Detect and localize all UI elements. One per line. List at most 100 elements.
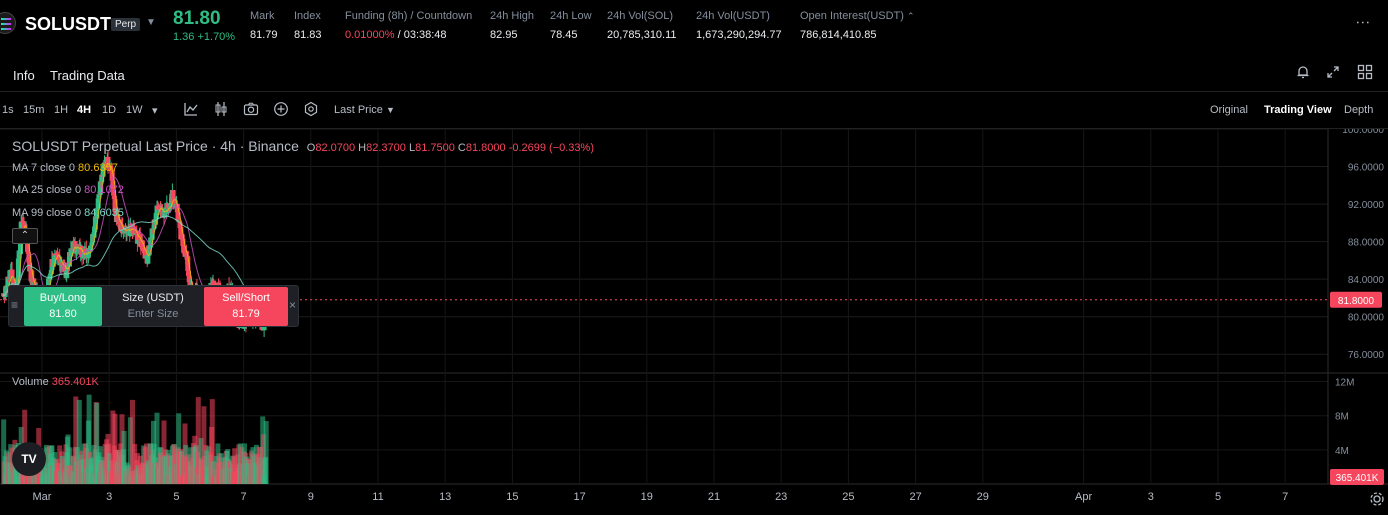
candle-body <box>177 222 183 227</box>
candle-body <box>109 169 114 171</box>
chart-legend-title: SOLUSDT Perpetual Last Price · 4h · Bina… <box>12 138 594 154</box>
date-tick-label: 9 <box>308 491 314 503</box>
stat-open-interest-label: Open Interest(USDT) ⌃ <box>800 10 915 22</box>
ma25-label: MA 25 close 0 <box>12 184 82 196</box>
interval-15m[interactable]: 15m <box>23 104 45 116</box>
interval-1h[interactable]: 1H <box>54 104 69 116</box>
chevron-down-icon: ▼ <box>385 105 395 115</box>
candle-body <box>97 181 103 195</box>
ohlc-close: 81.8000 <box>465 142 506 154</box>
candle-type-icon[interactable] <box>213 101 229 117</box>
chart-settings-icon[interactable] <box>1369 491 1385 507</box>
interval-1s[interactable]: 1s <box>2 104 14 116</box>
candle-body <box>185 256 191 272</box>
camera-icon[interactable] <box>243 101 259 117</box>
ma7-value: 80.6357 <box>78 162 118 174</box>
indicator-icon[interactable] <box>183 101 199 117</box>
candle-body <box>91 232 97 238</box>
price-source-select[interactable]: Last Price ▼ <box>334 104 395 116</box>
volume-bar <box>1 419 7 484</box>
settings-gear-icon[interactable] <box>303 101 319 117</box>
ticker-bar: SOLUSDT Perp ▼ 81.80 1.36 +1.70% Mark 81… <box>0 0 1388 52</box>
interval-dropdown-icon[interactable]: ▾ <box>152 105 158 117</box>
price-change: 1.36 +1.70% <box>173 31 236 43</box>
tab-trading-data[interactable]: Trading Data <box>50 68 125 83</box>
size-field[interactable]: Size (USDT) Enter Size <box>104 287 202 326</box>
add-icon[interactable] <box>273 101 289 117</box>
volume-tick-label: 4M <box>1335 446 1349 457</box>
ma25-legend: MA 25 close 0 80.1072 <box>12 184 124 196</box>
volume-bar <box>154 412 160 484</box>
tab-info[interactable]: Info <box>13 68 35 83</box>
candle-body <box>97 194 103 196</box>
buy-long-button[interactable]: Buy/Long 81.80 <box>24 287 102 326</box>
view-trading-view[interactable]: Trading View <box>1264 104 1332 116</box>
candle-body <box>181 246 187 253</box>
candle-body <box>174 203 180 213</box>
candle-body <box>101 164 107 166</box>
candle-body <box>168 203 174 207</box>
drag-handle-icon[interactable]: ≡ <box>11 298 19 312</box>
candle-body <box>15 277 21 284</box>
funding-rate: 0.01000% <box>345 29 395 41</box>
expand-icon[interactable] <box>1326 65 1340 79</box>
candle-body <box>57 256 63 266</box>
candle-body <box>74 245 80 253</box>
symbol-dropdown-icon[interactable]: ▼ <box>146 17 156 28</box>
date-tick-label: 17 <box>573 491 585 503</box>
candle-body <box>3 288 9 294</box>
buy-price: 81.80 <box>49 308 77 320</box>
candle-body <box>64 270 70 279</box>
ohlc-high: 82.3700 <box>366 142 406 154</box>
ma99-value: 84.6035 <box>84 207 124 219</box>
interval-1d[interactable]: 1D <box>102 104 117 116</box>
close-icon[interactable]: × <box>288 298 296 312</box>
current-volume-tag <box>1330 469 1384 485</box>
candle-body <box>153 215 159 220</box>
sell-short-button[interactable]: Sell/Short 81.79 <box>204 287 288 326</box>
layout-grid-icon[interactable] <box>1357 64 1373 80</box>
candle-body <box>145 255 151 264</box>
tradingview-logo-icon[interactable]: TV <box>12 442 46 476</box>
view-depth[interactable]: Depth <box>1344 104 1374 116</box>
ohlc-close-key: C <box>457 142 466 154</box>
stat-funding-label: Funding (8h) / Countdown <box>345 10 473 22</box>
price-chart[interactable]: 100.0000 96.0000 92.0000 88.0000 84.0000 80.0… <box>0 129 1388 515</box>
price-tick-label: 88.0000 <box>1348 238 1385 249</box>
date-tick-label: 27 <box>909 491 921 503</box>
date-tick-label: 13 <box>439 491 451 503</box>
candle-body <box>117 220 123 226</box>
volume-bar <box>209 399 215 484</box>
date-tick-label: Mar <box>33 491 52 503</box>
bell-icon[interactable] <box>1296 65 1310 79</box>
price-tick-label: 96.0000 <box>1348 163 1385 174</box>
candle-body <box>78 246 84 256</box>
stat-mark-label: Mark <box>250 10 275 22</box>
chart-toolbar: 1s 15m 1H 4H 1D 1W ▾ Last Price ▼ Origin… <box>0 93 1388 129</box>
view-original[interactable]: Original <box>1210 104 1248 116</box>
size-input[interactable]: Enter Size <box>127 308 179 320</box>
candle-body <box>88 245 93 252</box>
funding-countdown: / 03:38:48 <box>394 29 447 41</box>
price-tick-label: 84.0000 <box>1348 275 1385 286</box>
collapse-legend-icon[interactable]: ⌃ <box>12 228 38 244</box>
interval-1w[interactable]: 1W <box>126 104 143 116</box>
chart-canvas[interactable]: 100.0000 96.0000 92.0000 88.0000 84.0000 80.0… <box>0 129 1388 515</box>
symbol-name[interactable]: SOLUSDT <box>25 14 112 34</box>
candle-body <box>105 156 111 168</box>
price-tick-label: 76.0000 <box>1348 350 1385 361</box>
candle-body <box>25 242 30 252</box>
more-menu-icon[interactable]: ⋮ <box>1355 15 1372 30</box>
volume-tick-label: 12M <box>1335 378 1354 389</box>
interval-4h[interactable]: 4H <box>77 104 92 116</box>
ma99-label: MA 99 close 0 <box>12 207 82 219</box>
date-tick-label: 25 <box>842 491 854 503</box>
candle-body <box>28 269 34 282</box>
date-tick-label: 19 <box>641 491 653 503</box>
date-tick-label: 3 <box>1148 491 1154 503</box>
candle-body <box>100 165 106 177</box>
volume-bar <box>121 430 127 484</box>
ma99-line <box>2 215 267 306</box>
candle-body <box>20 221 26 223</box>
candle-body <box>112 199 118 213</box>
